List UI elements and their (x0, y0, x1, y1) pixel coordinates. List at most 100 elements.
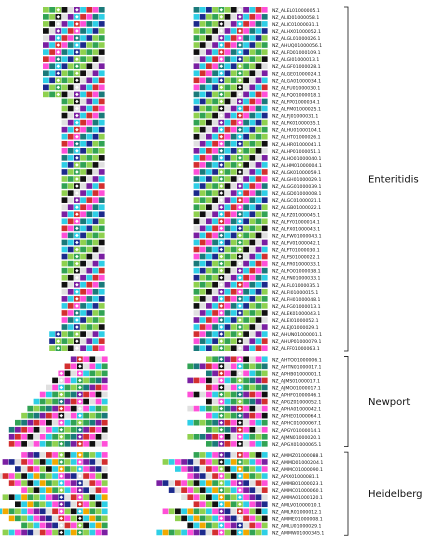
gene-block (187, 459, 194, 465)
gene-block (255, 441, 262, 447)
gene-block (230, 281, 237, 288)
accession-label: NZ_AMMB01000023.1 (272, 481, 323, 487)
gene-block (199, 522, 206, 529)
gene-block (21, 473, 27, 479)
gene-block (43, 49, 49, 55)
gene-block (206, 49, 212, 55)
gene-block (206, 267, 212, 274)
gene-block (52, 398, 58, 405)
gene-block (193, 473, 200, 479)
gene-block (67, 28, 74, 34)
gene-block (224, 324, 231, 330)
gene-block (193, 148, 200, 154)
gene-block (70, 412, 77, 419)
block-marker (75, 254, 79, 259)
gene-block (261, 522, 268, 529)
block-marker (238, 399, 242, 404)
gene-block (98, 345, 105, 351)
gene-block (261, 253, 268, 260)
gene-block (95, 412, 102, 419)
gene-block (243, 28, 249, 34)
gene-block (83, 384, 89, 391)
gene-block (230, 405, 237, 412)
gene-block (224, 49, 231, 55)
gene-block (64, 398, 71, 405)
gene-block (206, 441, 212, 447)
block-marker (238, 261, 242, 266)
gene-block (193, 508, 200, 515)
gene-block (92, 42, 99, 48)
gene-block (261, 508, 268, 515)
gene-block (43, 14, 49, 20)
gene-block (52, 522, 58, 529)
gene-block (261, 391, 268, 398)
gene-block (249, 331, 256, 337)
gene-block (86, 260, 93, 267)
gene-block (193, 363, 200, 370)
gene-block (33, 441, 40, 447)
gene-block (193, 434, 200, 440)
gene-block (187, 522, 194, 529)
block-marker (238, 523, 242, 528)
block-marker (78, 509, 82, 514)
block-marker (219, 92, 224, 97)
gene-block (49, 331, 55, 337)
gene-block (193, 63, 200, 69)
gene-block (64, 405, 71, 412)
gene-block (243, 239, 249, 246)
gene-block (187, 434, 194, 440)
gene-block (212, 529, 218, 536)
gene-block (199, 324, 206, 330)
block-marker (238, 78, 242, 83)
gene-block (206, 197, 212, 203)
gene-block (86, 91, 93, 98)
gene-block (224, 225, 231, 232)
gene-block (27, 480, 34, 486)
block-marker (238, 22, 242, 26)
gene-block (67, 14, 74, 20)
block-marker (59, 488, 64, 492)
gene-block (92, 140, 99, 147)
accession-label: NZ_ALHR01000041.1 (272, 142, 321, 148)
gene-block (243, 42, 249, 48)
gene-block (67, 211, 74, 218)
block-marker (78, 488, 82, 492)
block-marker (219, 502, 224, 507)
gene-block (46, 452, 52, 458)
gene-block (199, 183, 206, 189)
gene-block (255, 434, 262, 440)
gene-block (98, 204, 105, 210)
block-marker (78, 371, 82, 376)
gene-block (33, 494, 40, 500)
gene-block (67, 190, 74, 196)
gene-block (224, 232, 231, 239)
gene-block (21, 501, 27, 508)
gene-block (52, 377, 58, 384)
gene-block (206, 345, 212, 351)
block-marker (219, 64, 224, 68)
gene-block (243, 190, 249, 196)
gene-block (261, 112, 268, 119)
gene-block (249, 274, 256, 281)
gene-block (206, 239, 212, 246)
gene-block (249, 49, 256, 55)
gene-block (80, 310, 86, 316)
block-marker (219, 318, 224, 322)
gene-block (255, 501, 262, 508)
gene-block (249, 473, 256, 479)
gene-block (67, 197, 74, 203)
gene-block (230, 63, 237, 69)
gene-block (70, 384, 77, 391)
gene-block (80, 246, 86, 253)
gene-block (206, 169, 212, 175)
gene-block (95, 466, 102, 472)
block-marker (219, 205, 224, 209)
gene-block (92, 119, 99, 126)
gene-block (61, 317, 68, 323)
gene-block (39, 412, 46, 419)
accession-label: NZ_ALGK01000059.1 (272, 170, 321, 176)
gene-block (249, 356, 256, 363)
gene-block (80, 84, 86, 91)
gene-block (80, 77, 86, 84)
gene-block (261, 338, 268, 344)
